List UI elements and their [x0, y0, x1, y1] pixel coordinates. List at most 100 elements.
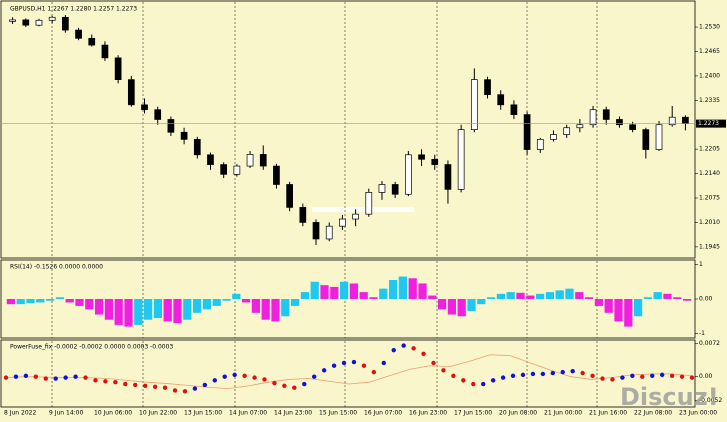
candle-body — [114, 57, 122, 81]
overlay-strip — [312, 207, 414, 212]
candle-body — [536, 139, 544, 150]
histogram-bar — [565, 288, 574, 299]
histogram-bar — [134, 299, 143, 325]
indicator-dot — [192, 386, 198, 391]
indicator-dot — [113, 379, 118, 385]
indicator-dot — [212, 378, 217, 383]
candle-body — [497, 94, 505, 106]
time-label: 22 Jun 08:00 — [634, 410, 672, 417]
indicator-dot — [182, 389, 188, 394]
histogram-bar — [75, 299, 84, 306]
indicator-dot — [252, 375, 257, 380]
indicator-dot — [63, 375, 68, 380]
candle-body — [431, 158, 439, 165]
histogram-bar — [183, 299, 192, 320]
candle-body — [48, 16, 56, 21]
indicator-dot — [520, 372, 526, 378]
indicator-dot — [83, 375, 88, 380]
histogram-bar — [290, 299, 300, 306]
histogram-bar — [575, 292, 584, 299]
candle-body — [259, 154, 267, 167]
y-tick-label: 1.2400 — [699, 72, 720, 79]
histogram-bar — [682, 299, 692, 301]
histogram-bar — [192, 299, 202, 313]
indicator-dot — [679, 374, 685, 379]
indicator-dot — [302, 381, 307, 387]
candle-body — [589, 109, 597, 126]
y-tick-label: 0.0072 — [699, 340, 720, 347]
pane-title: GBPUSD,H1 1.2267 1.2280 1.2257 1.2273 — [10, 6, 137, 13]
candle-body — [629, 124, 636, 130]
histogram-bar — [320, 285, 329, 299]
time-label: 23 Jun 00:00 — [679, 410, 717, 417]
candle-body — [563, 127, 571, 135]
histogram-bar — [173, 299, 182, 324]
y-tick-label: 1.2205 — [699, 146, 720, 153]
indicator-dot — [650, 373, 655, 378]
indicator-dot — [431, 360, 436, 366]
indicator-dot — [152, 384, 158, 389]
indicator-dot — [53, 376, 58, 381]
time-label: 21 Jun 16:00 — [589, 410, 627, 417]
time-label: 21 Jun 00:00 — [544, 410, 582, 417]
histogram-bar — [349, 283, 359, 299]
histogram-bar — [496, 293, 506, 299]
indicator-dot — [33, 374, 39, 379]
histogram-bar — [55, 297, 65, 299]
day-separators — [51, 2, 598, 407]
candle-body — [35, 19, 43, 26]
candle-body — [62, 16, 69, 31]
candle-body — [193, 139, 201, 156]
histogram-bar — [388, 280, 398, 299]
indicator-dot — [23, 373, 29, 378]
candle-body — [325, 225, 333, 240]
indicator-dot — [162, 385, 168, 390]
candle-body — [101, 44, 109, 59]
time-label: 10 Jun 22:00 — [139, 410, 177, 417]
indicator-dot — [361, 363, 367, 368]
y-tick-label: 1.2140 — [699, 170, 720, 177]
indicator-dot — [580, 370, 585, 376]
pane-title: PowerFuse_fix -0.0002 -0.0002 0.0000 0.0… — [10, 344, 173, 351]
indicator-dot — [451, 373, 456, 378]
indicator-dot — [391, 347, 396, 353]
watermark: Discuz! — [620, 383, 719, 411]
indicator-dot — [560, 369, 565, 375]
candle-body — [642, 129, 650, 150]
indicator-dot — [441, 368, 446, 373]
candle-body — [484, 79, 491, 96]
histogram-bar — [486, 297, 496, 299]
histogram-bar — [45, 299, 55, 301]
histogram-bar — [104, 299, 114, 320]
pane-title: RSI(14) -0.1526 0.0000 0.0000 — [10, 264, 103, 271]
indicator-dot — [490, 378, 496, 383]
candle-body — [510, 104, 518, 115]
candle-body — [220, 164, 228, 175]
histogram-bar — [447, 299, 457, 315]
candle-body — [550, 134, 557, 140]
candle-body — [655, 124, 663, 150]
histogram-bar — [94, 299, 104, 315]
candle-body — [470, 79, 478, 130]
candle-body — [602, 109, 610, 120]
last-price-box — [696, 119, 726, 128]
indicator-dot — [411, 346, 416, 351]
powerfuse-pane — [0, 339, 696, 408]
time-label: 14 Jun 07:00 — [229, 410, 267, 417]
indicator-dot — [133, 382, 138, 388]
candle-body — [273, 165, 280, 185]
indicator-dot — [222, 374, 227, 379]
histogram-bar — [555, 290, 564, 299]
indicator-dot — [610, 377, 615, 382]
candle-body — [312, 222, 320, 240]
indicator-dot — [500, 375, 506, 380]
histogram-bar — [251, 299, 261, 313]
histogram-bar — [457, 299, 466, 317]
time-label: 16 Jun 07:00 — [364, 410, 402, 417]
histogram-bar — [545, 292, 555, 299]
last-price-label: 1.2273 — [698, 120, 719, 127]
indicator-dot — [312, 374, 317, 379]
indicator-dot — [13, 374, 19, 379]
histogram-bar — [398, 276, 408, 299]
